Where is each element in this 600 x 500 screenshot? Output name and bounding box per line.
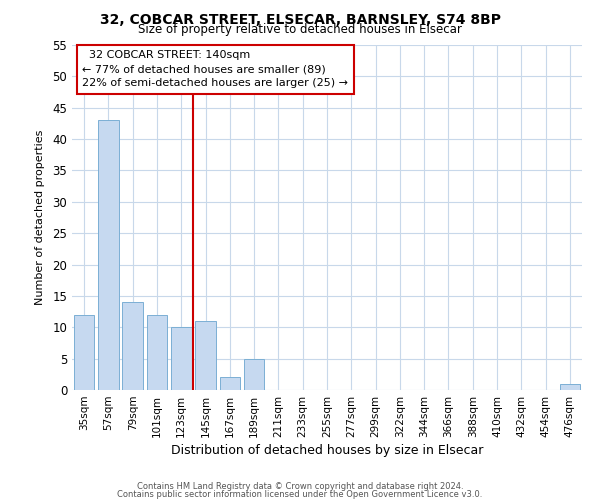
Bar	[98, 120, 119, 390]
Text: Contains public sector information licensed under the Open Government Licence v3: Contains public sector information licen…	[118, 490, 482, 499]
Text: Size of property relative to detached houses in Elsecar: Size of property relative to detached ho…	[138, 22, 462, 36]
Bar	[171, 328, 191, 390]
Text: 32, COBCAR STREET, ELSECAR, BARNSLEY, S74 8BP: 32, COBCAR STREET, ELSECAR, BARNSLEY, S7…	[100, 12, 500, 26]
Bar	[146, 314, 167, 390]
Text: Contains HM Land Registry data © Crown copyright and database right 2024.: Contains HM Land Registry data © Crown c…	[137, 482, 463, 491]
Text: 32 COBCAR STREET: 140sqm
← 77% of detached houses are smaller (89)
22% of semi-d: 32 COBCAR STREET: 140sqm ← 77% of detach…	[82, 50, 348, 88]
Bar	[195, 321, 216, 390]
Y-axis label: Number of detached properties: Number of detached properties	[35, 130, 46, 305]
X-axis label: Distribution of detached houses by size in Elsecar: Distribution of detached houses by size …	[171, 444, 483, 457]
Bar	[220, 378, 240, 390]
Bar	[560, 384, 580, 390]
Bar	[244, 358, 265, 390]
Bar	[74, 314, 94, 390]
Bar	[122, 302, 143, 390]
